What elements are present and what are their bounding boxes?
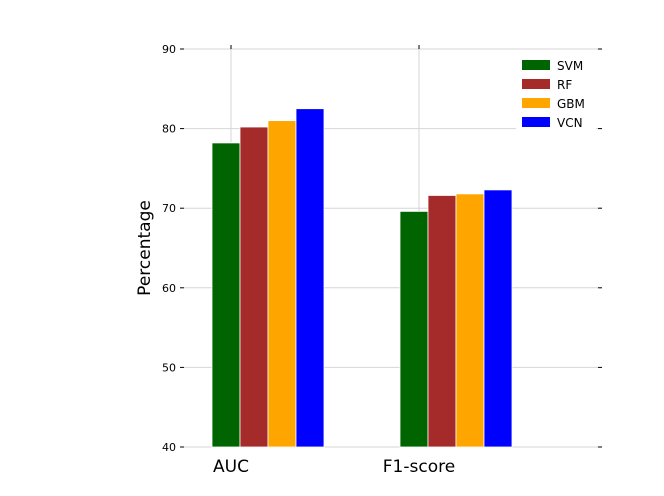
legend-swatch-gbm [522, 98, 550, 108]
y-tick-label: 80 [162, 123, 176, 136]
legend-swatch-vcn [522, 117, 550, 127]
legend-swatch-rf [522, 79, 550, 89]
y-axis-title: Percentage [135, 200, 155, 296]
x-category-label: F1-score [383, 457, 455, 477]
y-tick-label: 60 [162, 282, 176, 295]
bar-vcn-f1-score [483, 189, 513, 448]
y-tick-label: 40 [162, 441, 176, 454]
legend-label-rf: RF [557, 78, 572, 92]
legend-swatch-svm [522, 60, 550, 70]
label-layer: 40 50 60 70 80 90 AUC F1-score [162, 43, 455, 477]
bar-svm-f1-score [399, 210, 429, 448]
tick-layer [180, 45, 602, 448]
legend-label-gbm: GBM [557, 97, 585, 111]
legend-label-vcn: VCN [557, 116, 583, 130]
bar-vcn-auc [295, 108, 325, 448]
bar-svm-auc [211, 142, 241, 448]
bar-gbm-auc [267, 120, 297, 448]
x-category-label: AUC [213, 457, 249, 477]
bar-layer [211, 108, 513, 448]
bar-gbm-f1-score [455, 193, 485, 448]
legend-label-svm: SVM [557, 59, 583, 73]
y-tick-label: 90 [162, 43, 176, 56]
bar-rf-auc [239, 126, 269, 448]
legend: SVM RF GBM VCN [516, 54, 596, 132]
y-tick-label: 70 [162, 202, 176, 215]
bar-rf-f1-score [427, 195, 457, 448]
y-tick-label: 50 [162, 361, 176, 374]
